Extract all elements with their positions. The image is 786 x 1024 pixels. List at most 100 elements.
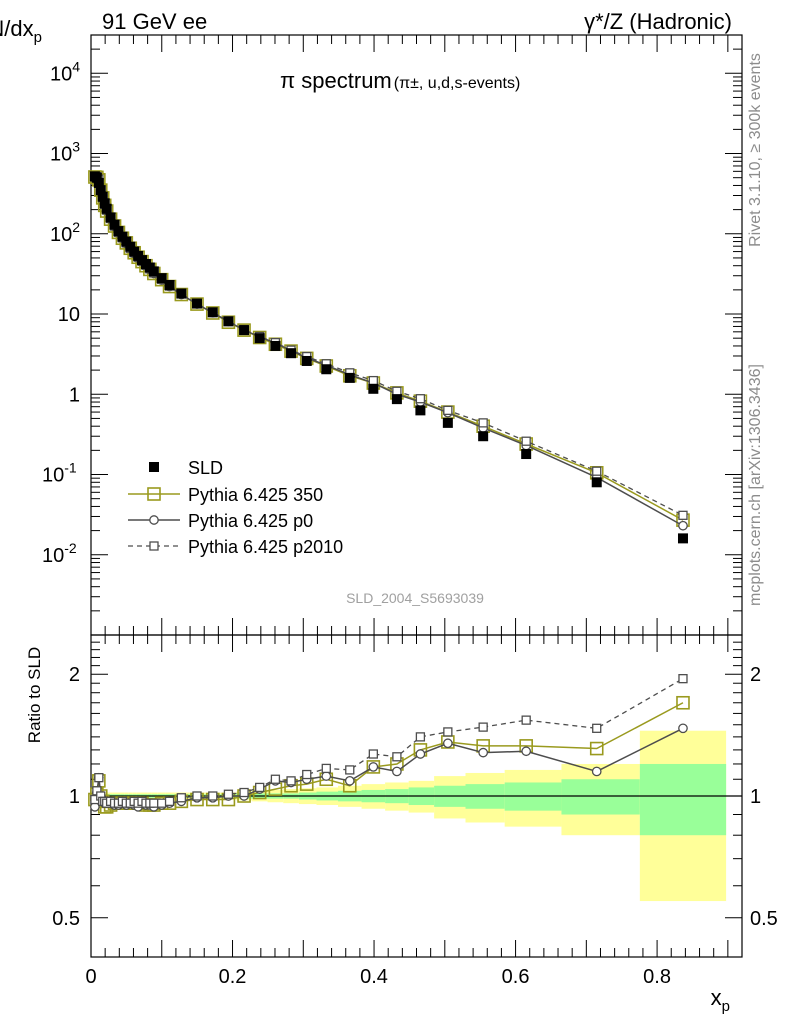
ratio-point-0	[676, 695, 690, 710]
y-tick-label-main-exponent: 2	[72, 219, 80, 235]
sld-point	[677, 533, 688, 544]
series-point-2	[521, 436, 531, 446]
legend-marker	[149, 462, 159, 472]
series-point-0	[205, 306, 220, 320]
x-axis-title: xp	[711, 985, 730, 1015]
ratio-point-2	[255, 782, 265, 793]
sld-point	[442, 417, 453, 428]
series-point-2	[392, 386, 402, 396]
legend-label: Pythia 6.425 p2010	[188, 537, 343, 557]
sld-point	[176, 288, 187, 299]
series-point-2	[368, 375, 378, 386]
series-point-0	[174, 287, 189, 302]
ratio-panel: 0 0.2 0.4 0.6 0.8 0.5 0.5 1 1 2 2	[52, 634, 778, 988]
ratio-point-2	[321, 763, 331, 774]
ratio-point-2	[368, 749, 378, 759]
y-tick-label-main-base: 10	[50, 224, 72, 246]
series-point-0	[221, 315, 236, 330]
legend-entry: SLD	[149, 458, 223, 478]
sld-point	[148, 266, 159, 277]
sld-point	[270, 340, 281, 351]
ratio-point-2	[208, 791, 218, 801]
sld-point	[113, 226, 124, 237]
sld-point	[321, 364, 332, 375]
y-tick-label-main-exponent: -2	[64, 540, 77, 556]
sld-point	[415, 405, 426, 416]
header-left-label: 91 GeV ee	[102, 9, 207, 34]
series-point-2	[415, 394, 426, 404]
ratio-point-2	[270, 774, 281, 784]
sld-point	[254, 333, 265, 344]
sld-point	[207, 307, 218, 318]
sld-point	[105, 212, 116, 223]
header-right-label: γ*/Z (Hadronic)	[584, 9, 732, 34]
y-tick-label-main-exponent: 3	[72, 139, 80, 155]
series-point-2	[592, 466, 602, 476]
sld-point	[121, 236, 132, 247]
ratio-point-2	[149, 798, 159, 808]
y-tick-label-ratio: 0.5	[52, 908, 80, 930]
x-axis-title-text: x	[711, 985, 722, 1010]
sld-point	[344, 372, 355, 383]
series-point-2	[678, 510, 688, 520]
y-tick-label-main-exponent: 4	[72, 58, 80, 74]
y-tick-label-ratio-right: 1	[750, 786, 761, 808]
ratio-point-2	[239, 787, 249, 798]
y-axis-title-ratio: Ratio to SLD	[25, 647, 44, 743]
ratio-point-2	[192, 791, 202, 801]
chart-title-suffix: (π±, u,d,s-events)	[394, 75, 521, 92]
legend-label: Pythia 6.425 p0	[188, 511, 313, 531]
y-tick-label-main-base: 10	[50, 144, 72, 166]
sld-point	[521, 449, 532, 460]
y-tick-label-ratio-right: 0.5	[750, 908, 778, 930]
y-axis-title-main: dN/dxp	[0, 16, 42, 46]
ratio-point-2	[164, 796, 175, 807]
chart-title-main: π spectrum	[280, 68, 392, 93]
sld-point	[91, 172, 102, 183]
x-tick-label: 0.2	[219, 966, 247, 988]
y-tick-label-main-base: 10	[42, 465, 64, 487]
series-line-2	[94, 175, 684, 516]
y-tick-label-main: 10	[58, 304, 80, 326]
y-tick-label-main: 103	[50, 139, 80, 166]
ratio-point-2	[157, 798, 167, 808]
sld-point	[109, 219, 120, 230]
series-point-0	[252, 330, 267, 345]
ratio-line-2	[94, 678, 684, 804]
legend-label: SLD	[188, 458, 223, 478]
sld-point	[93, 177, 104, 188]
ratio-point-1	[591, 766, 602, 777]
x-tick-label: 0.8	[643, 966, 671, 988]
ratio-point-1	[392, 766, 402, 777]
y-tick-label-main: 1	[69, 384, 80, 406]
x-tick-label: 0	[85, 966, 96, 988]
legend-entry: Pythia 6.425 p2010	[128, 537, 343, 557]
sld-point	[391, 394, 402, 405]
y-tick-label-main: 10-1	[42, 460, 77, 487]
ratio-point-0	[589, 741, 604, 756]
sld-point	[286, 348, 297, 359]
ratio-point-2	[678, 674, 688, 684]
rivet-label: Rivet 3.1.10, ≥ 300k events	[747, 53, 764, 247]
ratio-point-1	[368, 762, 379, 772]
legend-entry: Pythia 6.425 350	[128, 485, 323, 505]
sld-point	[591, 477, 602, 488]
sld-point	[99, 198, 110, 209]
legend-entry: Pythia 6.425 p0	[128, 511, 313, 531]
series-point-0	[237, 323, 251, 337]
sld-point	[239, 325, 250, 336]
y-tick-label-main-base: 10	[50, 63, 72, 85]
sld-point	[156, 273, 167, 284]
ratio-point-2	[443, 727, 453, 737]
ratio-point-2	[592, 723, 602, 733]
x-tick-label: 0.6	[502, 966, 530, 988]
series-point-0	[190, 297, 204, 311]
sld-point	[164, 279, 175, 290]
legend-marker	[149, 541, 159, 551]
sld-point	[301, 355, 312, 366]
sld-point	[95, 185, 106, 196]
ratio-point-1	[344, 776, 355, 786]
y-tick-label-main: 102	[50, 219, 80, 246]
legend-marker	[147, 487, 161, 501]
ratio-point-1	[678, 723, 688, 734]
